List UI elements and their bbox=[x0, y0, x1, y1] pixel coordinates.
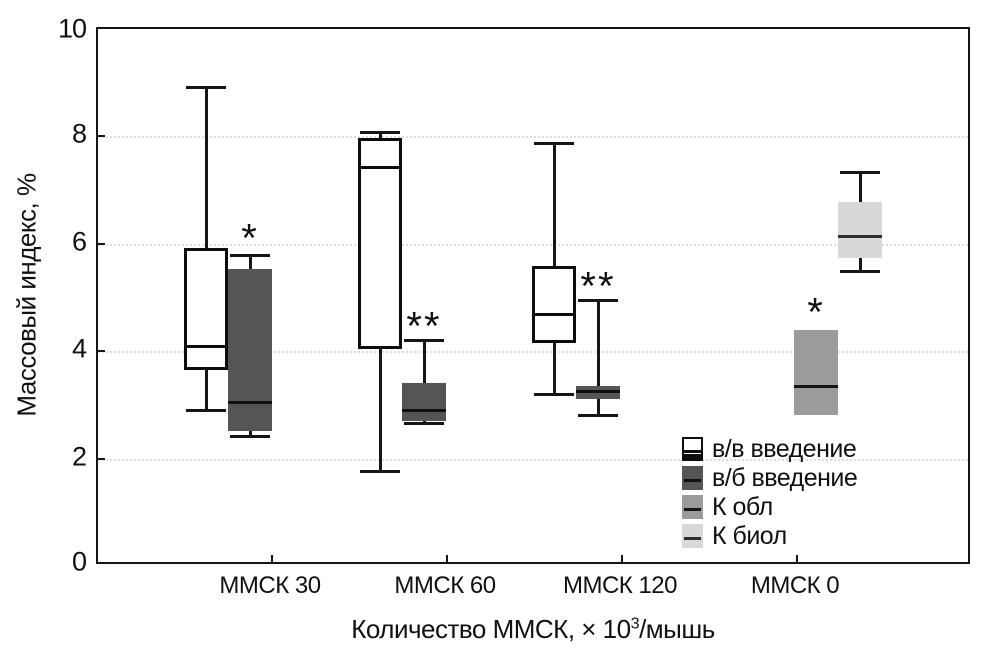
median-line bbox=[838, 235, 882, 239]
legend: в/в введение в/б введение К обл К биол bbox=[682, 434, 858, 553]
legend-swatch-vv-icon bbox=[682, 437, 703, 461]
whisker-cap-low bbox=[360, 469, 400, 473]
whisker-cap-high bbox=[360, 131, 400, 135]
x-tick-mmsk120 bbox=[621, 555, 623, 562]
x-category-label-mmsk30: ММСК 30 bbox=[219, 572, 321, 599]
gridline-8 bbox=[98, 136, 968, 138]
whisker-cap-high bbox=[840, 171, 880, 175]
y-tick-label-6: 6 bbox=[71, 226, 87, 257]
plot-area: * ** ** * в/в введение в/б введение К обл К… bbox=[96, 27, 970, 564]
x-axis-title-suffix: /мышь bbox=[639, 614, 715, 644]
y-tick-4 bbox=[98, 350, 105, 352]
median-line bbox=[576, 389, 620, 393]
box-- bbox=[358, 138, 402, 349]
box-- bbox=[838, 202, 882, 259]
y-tick-label-8: 8 bbox=[71, 118, 87, 149]
y-tick-6 bbox=[98, 243, 105, 245]
significance-asterisk: * bbox=[807, 291, 825, 336]
y-tick-2 bbox=[98, 458, 105, 460]
median-line bbox=[358, 166, 402, 170]
legend-item-kbiol: К биол bbox=[682, 521, 857, 550]
whisker-stem bbox=[596, 300, 600, 416]
x-axis-title-superscript: 3 bbox=[630, 614, 640, 633]
box-- bbox=[532, 266, 576, 344]
legend-swatch-kbiol-icon bbox=[682, 524, 703, 548]
x-category-label-mmsk120: ММСК 120 bbox=[562, 572, 678, 599]
x-tick-mmsk30 bbox=[271, 555, 273, 562]
x-category-label-mmsk60: ММСК 60 bbox=[394, 572, 496, 599]
whisker-cap-low bbox=[230, 435, 270, 439]
box-- bbox=[794, 330, 838, 416]
significance-asterisk: ** bbox=[580, 264, 616, 309]
median-line bbox=[532, 312, 576, 316]
legend-label-kobl: К обл bbox=[712, 492, 773, 521]
whisker-cap-low bbox=[186, 408, 226, 412]
x-tick-mmsk60 bbox=[446, 555, 448, 562]
whisker-cap-high bbox=[404, 339, 444, 343]
y-tick-label-10: 10 bbox=[57, 13, 87, 44]
gridline-4 bbox=[98, 351, 968, 353]
x-category-label-mmsk0: ММСК 0 bbox=[750, 572, 840, 599]
x-axis-title-prefix: Количество ММСК, × 10 bbox=[351, 614, 631, 644]
whisker-cap-high bbox=[230, 254, 270, 258]
whisker-cap-high bbox=[578, 299, 618, 303]
y-tick-8 bbox=[98, 135, 105, 137]
y-tick-label-2: 2 bbox=[71, 441, 87, 472]
box-- bbox=[402, 383, 446, 421]
x-axis-title: Количество ММСК, × 103/мышь bbox=[96, 614, 970, 645]
legend-swatch-vb-icon bbox=[682, 466, 703, 490]
box-- bbox=[184, 247, 228, 371]
median-line bbox=[228, 400, 272, 404]
gridline-6 bbox=[98, 244, 968, 246]
legend-label-kbiol: К биол bbox=[712, 521, 787, 550]
whisker-cap-low bbox=[578, 413, 618, 417]
legend-label-vb: в/б введение bbox=[712, 463, 858, 492]
legend-item-vv: в/в введение bbox=[682, 434, 857, 463]
legend-swatch-kobl-icon bbox=[682, 495, 703, 519]
median-line bbox=[402, 408, 446, 412]
y-tick-label-4: 4 bbox=[71, 333, 87, 364]
whisker-cap-high bbox=[186, 86, 226, 90]
median-line bbox=[184, 344, 228, 348]
whisker-cap-high bbox=[534, 142, 574, 146]
legend-item-vb: в/б введение bbox=[682, 463, 858, 492]
significance-asterisk: * bbox=[241, 216, 259, 261]
legend-item-kobl: К обл bbox=[682, 492, 857, 521]
median-line bbox=[794, 384, 838, 388]
box-- bbox=[228, 268, 272, 432]
x-tick-mmsk0 bbox=[796, 555, 798, 562]
significance-asterisk: ** bbox=[406, 304, 442, 349]
whisker-cap-low bbox=[840, 270, 880, 273]
whisker-cap-low bbox=[534, 392, 574, 396]
y-axis-title: Массовый индекс, % bbox=[11, 173, 42, 417]
whisker-cap-low bbox=[404, 421, 444, 425]
y-tick-label-0: 0 bbox=[71, 546, 87, 577]
gridline-2 bbox=[98, 459, 968, 461]
legend-label-vv: в/в введение bbox=[712, 434, 857, 463]
whisker-stem bbox=[422, 340, 426, 424]
